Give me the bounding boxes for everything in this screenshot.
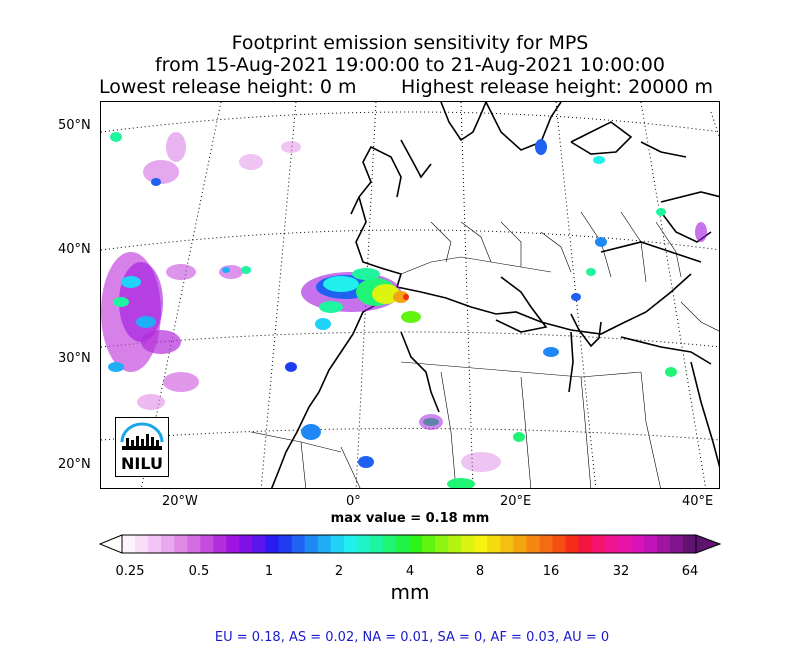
map-title: Footprint emission sensitivity for MPS — [231, 32, 589, 54]
nilu-logo-text: NILU — [121, 454, 163, 473]
colorbar-cell — [591, 535, 606, 553]
colorbar-cell — [435, 535, 449, 553]
colorbar-tick-2: 1 — [264, 564, 274, 579]
colorbar-cell — [239, 535, 253, 553]
lon-label-0: 0° — [346, 494, 361, 509]
colorbar-tick-3: 2 — [334, 564, 344, 579]
colorbar-cell — [500, 535, 514, 553]
lon-label-20e: 20°E — [500, 494, 532, 509]
lat-label-50n: 50°N — [58, 118, 91, 133]
colorbar-cell — [187, 535, 201, 553]
colorbar-tick-4: 4 — [405, 564, 415, 579]
colorbar-cell — [578, 535, 593, 553]
colorbar-cell — [304, 535, 319, 553]
colorbar-cell — [291, 535, 306, 553]
colorbar-cell — [265, 535, 280, 553]
colorbar-cell — [330, 535, 345, 553]
country-borders — [250, 211, 719, 488]
colorbar-tick-6: 16 — [542, 564, 560, 579]
colorbar-cell — [448, 535, 462, 553]
colorbar-cell — [461, 535, 475, 553]
lon-label-40e: 40°E — [682, 494, 714, 509]
colorbar-cell — [656, 535, 671, 553]
colorbar-cell — [135, 535, 149, 553]
colorbar-cell — [395, 535, 410, 553]
colorbar-unit: mm — [390, 580, 430, 604]
nilu-logo-mark — [120, 422, 164, 450]
colorbar-cell — [526, 535, 540, 553]
colorbar-tick-7: 32 — [612, 564, 630, 579]
colorbar-cell — [174, 535, 188, 553]
colorbar-tick-5: 8 — [475, 564, 485, 579]
region-summary: EU = 0.18, AS = 0.02, NA = 0.01, SA = 0,… — [214, 630, 610, 645]
sensitivity-field — [101, 132, 707, 488]
nilu-logo: NILU — [115, 417, 169, 477]
colorbar-cell — [343, 535, 358, 553]
colorbar-cell — [382, 535, 397, 553]
lat-label-30n: 30°N — [58, 351, 91, 366]
colorbar — [98, 534, 722, 554]
lat-label-40n: 40°N — [58, 242, 91, 257]
graticule — [101, 102, 719, 488]
colorbar-cell — [278, 535, 293, 553]
map-subtitle-period: from 15-Aug-2021 19:00:00 to 21-Aug-2021… — [154, 54, 665, 76]
colorbar-frame — [121, 534, 697, 554]
colorbar-cell — [161, 535, 175, 553]
colorbar-extend-min — [98, 534, 123, 554]
colorbar-cell — [552, 535, 567, 553]
lat-label-20n: 20°N — [58, 457, 91, 472]
footprint-map — [100, 101, 720, 489]
colorbar-tick-1: 0.5 — [188, 564, 210, 579]
colorbar-cell — [617, 535, 632, 553]
colorbar-cell — [200, 535, 214, 553]
colorbar-cell — [317, 535, 332, 553]
map-canvas — [101, 102, 719, 488]
colorbar-tick-8: 64 — [681, 564, 699, 579]
colorbar-cell — [643, 535, 658, 553]
colorbar-cell — [604, 535, 619, 553]
colorbar-cell — [565, 535, 580, 553]
colorbar-extend-max — [695, 534, 722, 554]
colorbar-cell — [148, 535, 162, 553]
lon-label-20w: 20°W — [162, 494, 198, 509]
colorbar-cell — [487, 535, 501, 553]
colorbar-cell — [422, 535, 436, 553]
coastlines — [270, 102, 719, 488]
colorbar-cell — [252, 535, 266, 553]
highest-release-height: Highest release height: 20000 m — [401, 76, 714, 98]
colorbar-cell — [474, 535, 488, 553]
colorbar-tick-0: 0.25 — [115, 564, 145, 579]
colorbar-cell — [513, 535, 527, 553]
colorbar-cell — [122, 535, 136, 553]
colorbar-cell — [226, 535, 240, 553]
colorbar-cell — [369, 535, 384, 553]
colorbar-cell — [356, 535, 371, 553]
max-value-label: max value = 0.18 mm — [330, 511, 490, 526]
colorbar-cell — [409, 535, 423, 553]
lowest-release-height: Lowest release height: 0 m — [99, 76, 357, 98]
colorbar-cell — [669, 535, 684, 553]
colorbar-cell — [682, 535, 697, 553]
colorbar-cell — [539, 535, 553, 553]
colorbar-cell — [213, 535, 227, 553]
colorbar-cell — [630, 535, 645, 553]
colorbar-cells — [122, 535, 697, 553]
